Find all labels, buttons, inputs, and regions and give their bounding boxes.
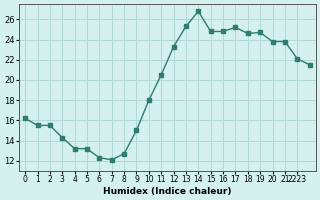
X-axis label: Humidex (Indice chaleur): Humidex (Indice chaleur) (103, 187, 232, 196)
